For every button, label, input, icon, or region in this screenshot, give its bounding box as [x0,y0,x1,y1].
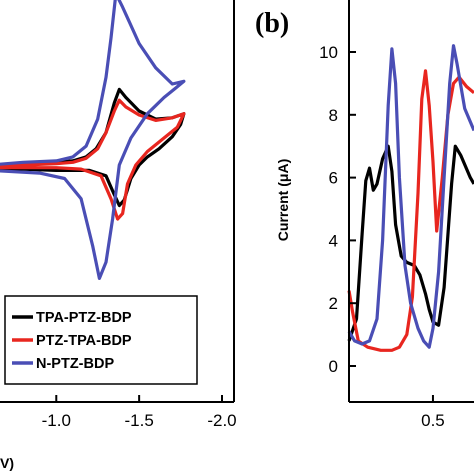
panel-b-y-tick-label: 0 [329,357,338,376]
panel-b-y-ticks: 0 2 4 6 8 10 [319,43,356,376]
panel-b-x-tick-label: 0.5 [421,411,445,430]
panel-b-y-axis-title: Current (μA) [275,159,291,241]
cv-curve-ptz-tpa-bdp [0,98,186,221]
legend-label-ptz-tpa-bdp: PTZ-TPA-BDP [36,333,132,349]
cv-curve-n-ptz-bdp [0,0,186,280]
panel-a-x-ticks: -1.0 -1.5 -2.0 [42,395,237,430]
panel-a-x-tick-label: -1.5 [124,411,153,430]
panel-b-y-tick-label: 6 [329,169,338,188]
panel-a-curves [0,0,186,280]
legend-label-n-ptz-bdp: N-PTZ-BDP [36,356,114,372]
panel-b-label: (b) [255,8,289,39]
dpv-curve-n-ptz-bdp [347,44,474,349]
panel-b-x-ticks: 0.5 [421,395,445,430]
panel-a-x-tick-label: -2.0 [207,411,236,430]
panel-b-curves [347,44,474,352]
panel-a-cyclic-voltammogram: -1.0 -1.5 -2.0 V) TPA-PTZ-BDP PTZ-TPA-BDP … [0,0,237,471]
dpv-curve-ptz-tpa-bdp [347,69,474,352]
panel-b-differential-pulse-voltammogram: (b) Current (μA) 0 2 4 6 8 10 0.5 [255,0,474,430]
panel-a-axes [0,0,235,403]
legend-label-tpa-ptz-bdp: TPA-PTZ-BDP [36,310,132,326]
panel-b-y-tick-label: 10 [319,43,338,62]
panel-b-y-tick-label: 2 [329,294,338,313]
dpv-curve-tpa-ptz-bdp [347,144,474,342]
panel-a-x-axis-title-fragment: V) [0,455,14,471]
panel-b-y-tick-label: 4 [329,231,338,250]
panel-b-y-tick-label: 8 [329,106,338,125]
legend-box [4,295,198,385]
panel-b-axes [348,0,474,403]
panel-a-legend: TPA-PTZ-BDP PTZ-TPA-BDP N-PTZ-BDP [4,295,198,385]
panel-a-x-tick-label: -1.0 [42,411,71,430]
